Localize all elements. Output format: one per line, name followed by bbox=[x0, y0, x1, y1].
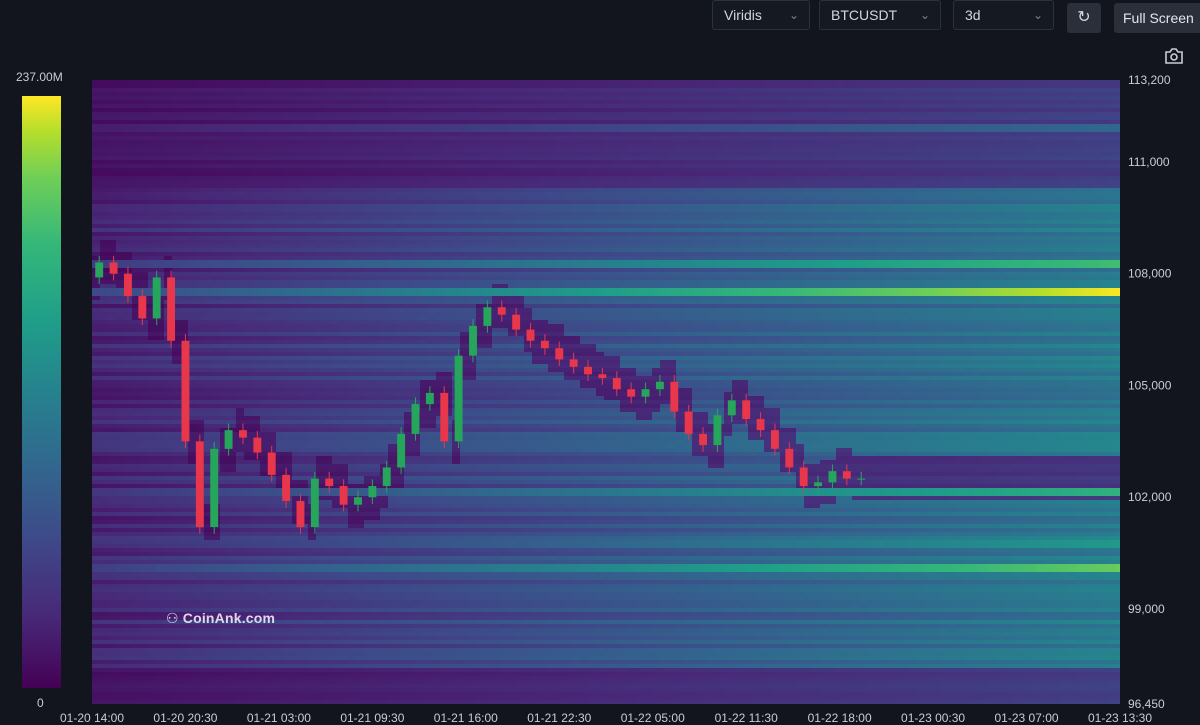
candle bbox=[756, 419, 765, 431]
colormap-dropdown[interactable]: Viridis ⌄ bbox=[712, 0, 810, 30]
y-tick-label: 96,450 bbox=[1128, 697, 1165, 711]
range-dropdown[interactable]: 3d ⌄ bbox=[953, 0, 1054, 30]
candle bbox=[109, 262, 118, 274]
refresh-icon: ↻ bbox=[1077, 9, 1090, 26]
candle bbox=[612, 378, 621, 390]
y-tick-label: 108,000 bbox=[1128, 267, 1172, 281]
candle bbox=[339, 486, 348, 505]
candle bbox=[799, 467, 808, 487]
heatmap-layer bbox=[92, 80, 1120, 704]
candle bbox=[842, 471, 851, 479]
candle bbox=[598, 374, 607, 379]
x-tick-label: 01-23 00:30 bbox=[901, 711, 965, 725]
candle bbox=[814, 482, 823, 487]
y-tick-label: 113,200 bbox=[1128, 73, 1171, 87]
y-tick-label: 111,000 bbox=[1128, 155, 1170, 169]
candle bbox=[425, 392, 434, 405]
candle bbox=[540, 340, 549, 349]
x-axis: 01-20 14:00 01-20 20:30 01-21 03:00 01-21 0… bbox=[60, 711, 1152, 725]
candle bbox=[641, 389, 650, 397]
candle bbox=[483, 307, 492, 326]
candle bbox=[354, 497, 362, 505]
candle bbox=[195, 441, 204, 528]
candle bbox=[828, 471, 837, 483]
colorbar-min-label: 0 bbox=[37, 696, 44, 710]
x-tick-label: 01-23 07:00 bbox=[995, 711, 1059, 725]
x-tick-label: 01-21 03:00 bbox=[247, 711, 311, 725]
candle bbox=[224, 430, 233, 449]
fullscreen-button[interactable]: Full Screen bbox=[1114, 3, 1200, 33]
candle bbox=[770, 430, 779, 449]
candle bbox=[469, 325, 477, 356]
chevron-down-icon: ⌄ bbox=[1033, 1, 1043, 29]
x-tick-label: 01-21 16:00 bbox=[434, 711, 498, 725]
candle bbox=[411, 404, 420, 434]
colormap-value: Viridis bbox=[724, 7, 762, 23]
symbol-value: BTCUSDT bbox=[831, 7, 897, 23]
chevron-down-icon: ⌄ bbox=[920, 1, 930, 29]
candle bbox=[325, 478, 334, 487]
candles-layer bbox=[95, 255, 866, 534]
y-axis: 113,200 111,000 108,000 105,000 102,000 99,00… bbox=[1128, 73, 1172, 711]
candle bbox=[684, 411, 693, 434]
candle bbox=[95, 262, 104, 278]
refresh-button[interactable]: ↻ bbox=[1067, 3, 1101, 33]
watermark: ⚇ CoinAnk.com bbox=[166, 610, 275, 627]
candle bbox=[181, 340, 190, 442]
candle bbox=[785, 448, 794, 468]
candle bbox=[440, 392, 449, 442]
range-value: 3d bbox=[965, 7, 981, 23]
coinank-logo-icon: ⚇ bbox=[166, 610, 179, 627]
candle bbox=[857, 478, 866, 480]
candle bbox=[282, 474, 291, 501]
candle bbox=[526, 329, 535, 341]
colorbar-max-label: 237.00M bbox=[16, 70, 63, 84]
y-tick-label: 105,000 bbox=[1128, 378, 1172, 392]
candle bbox=[727, 400, 736, 416]
symbol-dropdown[interactable]: BTCUSDT ⌄ bbox=[819, 0, 941, 30]
candle bbox=[138, 296, 147, 319]
candle bbox=[167, 277, 176, 341]
camera-icon[interactable] bbox=[1164, 47, 1184, 65]
candle bbox=[555, 348, 564, 360]
candle bbox=[713, 415, 722, 446]
candle bbox=[368, 486, 377, 498]
candle bbox=[296, 500, 305, 528]
candle bbox=[210, 448, 219, 528]
watermark-text: CoinAnk.com bbox=[183, 610, 275, 626]
candle bbox=[253, 437, 262, 453]
x-tick-label: 01-21 09:30 bbox=[340, 711, 404, 725]
x-tick-label: 01-22 18:00 bbox=[808, 711, 872, 725]
candle bbox=[584, 366, 592, 375]
candle bbox=[627, 389, 636, 397]
candle bbox=[670, 381, 679, 412]
y-tick-label: 102,000 bbox=[1128, 490, 1172, 504]
candle bbox=[310, 478, 319, 528]
chevron-down-icon: ⌄ bbox=[789, 1, 799, 29]
x-tick-label: 01-23 13:30 bbox=[1088, 711, 1152, 725]
x-tick-label: 01-20 14:00 bbox=[60, 711, 124, 725]
candle bbox=[742, 400, 751, 420]
candle bbox=[239, 430, 247, 438]
candle bbox=[655, 381, 664, 390]
candle bbox=[123, 273, 132, 297]
candle bbox=[699, 433, 708, 446]
x-tick-label: 01-22 11:30 bbox=[715, 711, 778, 725]
candle bbox=[267, 452, 276, 475]
candle bbox=[454, 355, 463, 442]
x-tick-label: 01-22 05:00 bbox=[621, 711, 685, 725]
candle bbox=[497, 307, 506, 315]
candle bbox=[397, 433, 406, 468]
colorbar bbox=[22, 96, 61, 688]
candle bbox=[569, 359, 578, 367]
x-tick-label: 01-21 22:30 bbox=[527, 711, 591, 725]
candle bbox=[382, 467, 391, 487]
y-tick-label: 99,000 bbox=[1128, 602, 1165, 616]
candle bbox=[512, 314, 521, 330]
x-tick-label: 01-20 20:30 bbox=[153, 711, 217, 725]
candle bbox=[152, 277, 161, 319]
